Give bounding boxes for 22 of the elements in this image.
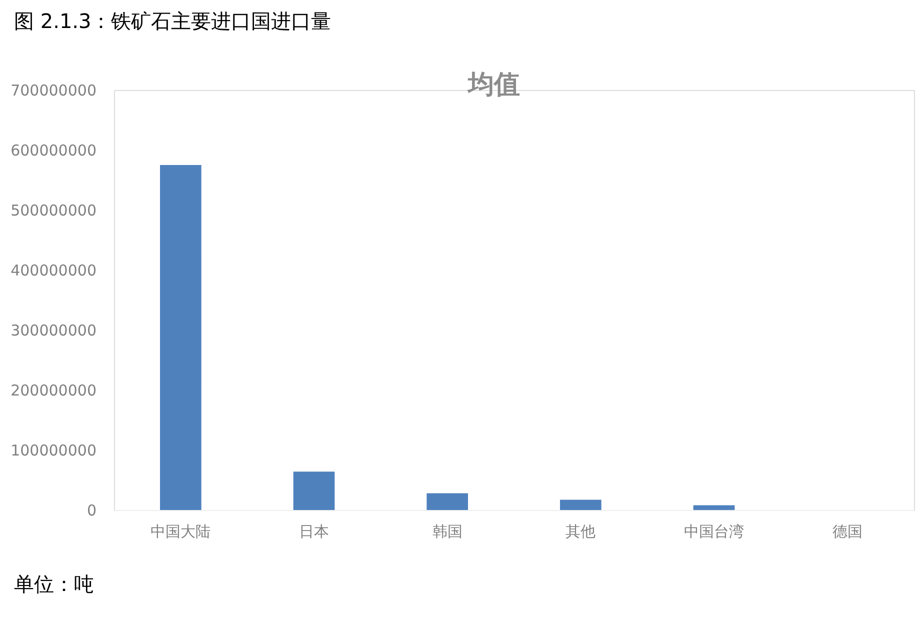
bar <box>560 500 602 510</box>
y-tick-label: 0 <box>86 502 96 520</box>
y-tick-label: 100000000 <box>10 442 96 460</box>
y-tick-label: 600000000 <box>10 142 96 160</box>
x-tick-label: 日本 <box>299 522 329 540</box>
chart-subtitle: 均值 <box>466 70 520 100</box>
y-tick-label: 500000000 <box>10 202 96 220</box>
text: 单位：吨 <box>14 572 94 596</box>
x-tick-label: 中国台湾 <box>684 522 744 540</box>
y-tick-label: 200000000 <box>10 382 96 400</box>
bar <box>293 472 335 510</box>
bar <box>160 165 202 510</box>
y-tick-label: 400000000 <box>10 262 96 280</box>
bar <box>426 493 468 510</box>
x-tick-label: 其他 <box>566 522 596 540</box>
y-tick-label: 300000000 <box>10 322 96 340</box>
bar <box>693 505 735 510</box>
x-tick-label: 韩国 <box>432 522 462 540</box>
y-tick-label: 700000000 <box>10 82 96 100</box>
x-tick-label: 德国 <box>832 522 862 540</box>
x-tick-label: 中国大陆 <box>150 522 211 540</box>
chart-title: 图 2.1.3：铁矿石主要进口国进口量 <box>14 9 332 33</box>
